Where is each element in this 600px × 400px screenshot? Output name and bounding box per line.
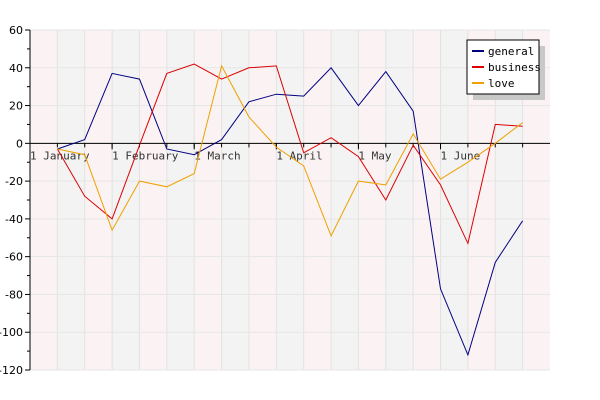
background-band xyxy=(194,30,222,370)
y-tick-label: -100 xyxy=(0,326,23,339)
background-band xyxy=(248,30,277,370)
y-tick-label: 40 xyxy=(9,62,23,75)
series-line-business xyxy=(56,63,523,245)
background-band xyxy=(221,30,249,370)
x-month-label: 1 May xyxy=(358,149,391,162)
background-band xyxy=(139,30,167,370)
background-band xyxy=(166,30,195,370)
background-band xyxy=(331,30,359,370)
background-band xyxy=(440,30,468,370)
series-line-general xyxy=(57,67,524,357)
y-tick-label: -20 xyxy=(5,175,23,188)
y-tick-label: -120 xyxy=(0,364,23,377)
y-tick-label: 20 xyxy=(9,100,23,113)
legend: general business love xyxy=(466,39,545,100)
y-tick-label: 60 xyxy=(9,24,23,37)
background-band xyxy=(358,30,386,370)
legend-label: love xyxy=(488,77,515,90)
legend-label: business xyxy=(488,61,541,74)
x-month-label: 1 June xyxy=(441,149,481,162)
background-band xyxy=(112,30,140,370)
background-band xyxy=(276,30,304,370)
axes: 60 40 20 0 -20 -40 -60 -80 -100 -120 1 January 1 Fe… xyxy=(0,24,550,377)
legend-label: general xyxy=(488,45,534,58)
x-month-label: 1 April xyxy=(276,149,322,162)
y-tick-label: -40 xyxy=(5,213,23,226)
grid-lines xyxy=(30,29,550,371)
y-tick-label: -80 xyxy=(5,288,23,301)
background-band xyxy=(385,30,414,370)
y-tick-label: 0 xyxy=(16,137,23,150)
y-tick-label: -60 xyxy=(5,251,23,264)
x-month-label: 1 March xyxy=(194,149,240,162)
x-month-label: 1 February xyxy=(112,149,179,162)
x-month-label: 1 January xyxy=(30,149,90,162)
background-band xyxy=(57,30,85,370)
background-band xyxy=(30,30,58,370)
series-line-love xyxy=(57,64,523,238)
background-bands xyxy=(30,30,550,370)
series-lines xyxy=(56,63,524,357)
